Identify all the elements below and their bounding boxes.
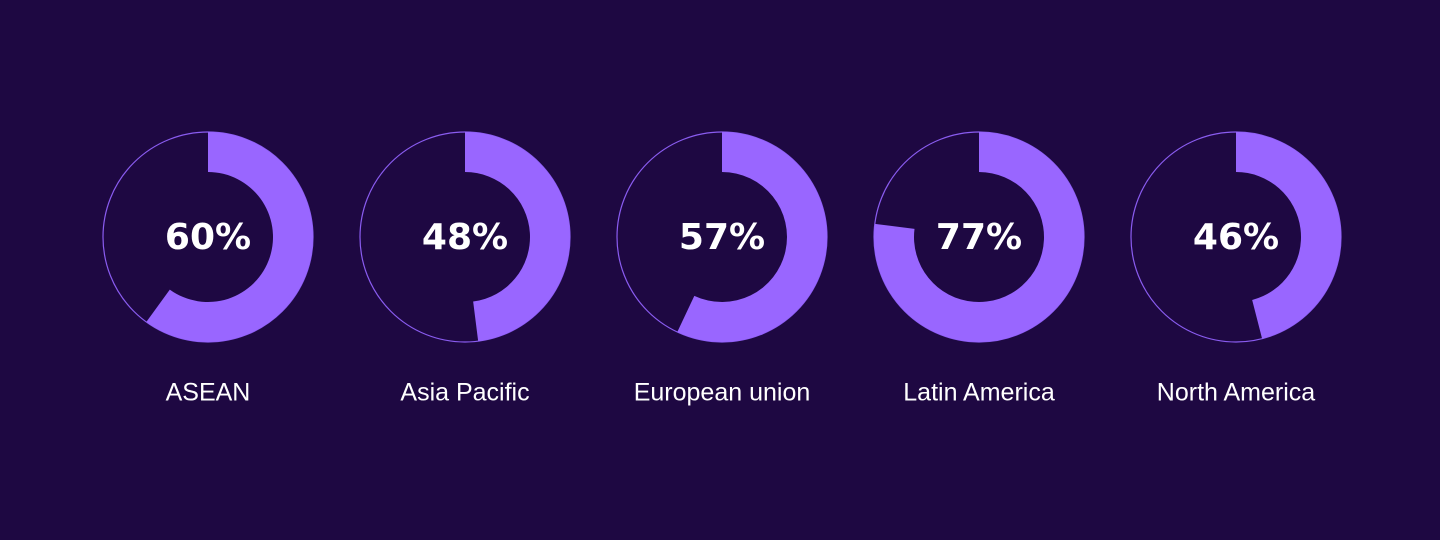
value-label: 60% — [165, 217, 251, 258]
value-label: 77% — [936, 217, 1022, 258]
category-label: North America — [1157, 379, 1315, 407]
category-label: European union — [634, 379, 811, 407]
gauge-arc — [146, 132, 313, 342]
category-label: Asia Pacific — [400, 379, 529, 407]
gauge-arc — [677, 132, 827, 342]
value-label: 46% — [1193, 217, 1279, 258]
gauge-arc — [1236, 132, 1342, 339]
value-label: 48% — [422, 217, 508, 258]
value-label: 57% — [679, 217, 765, 258]
category-label: Latin America — [903, 379, 1055, 407]
category-label: ASEAN — [166, 379, 251, 407]
gauge-arc — [465, 132, 571, 342]
gauge-arc — [873, 132, 1084, 342]
